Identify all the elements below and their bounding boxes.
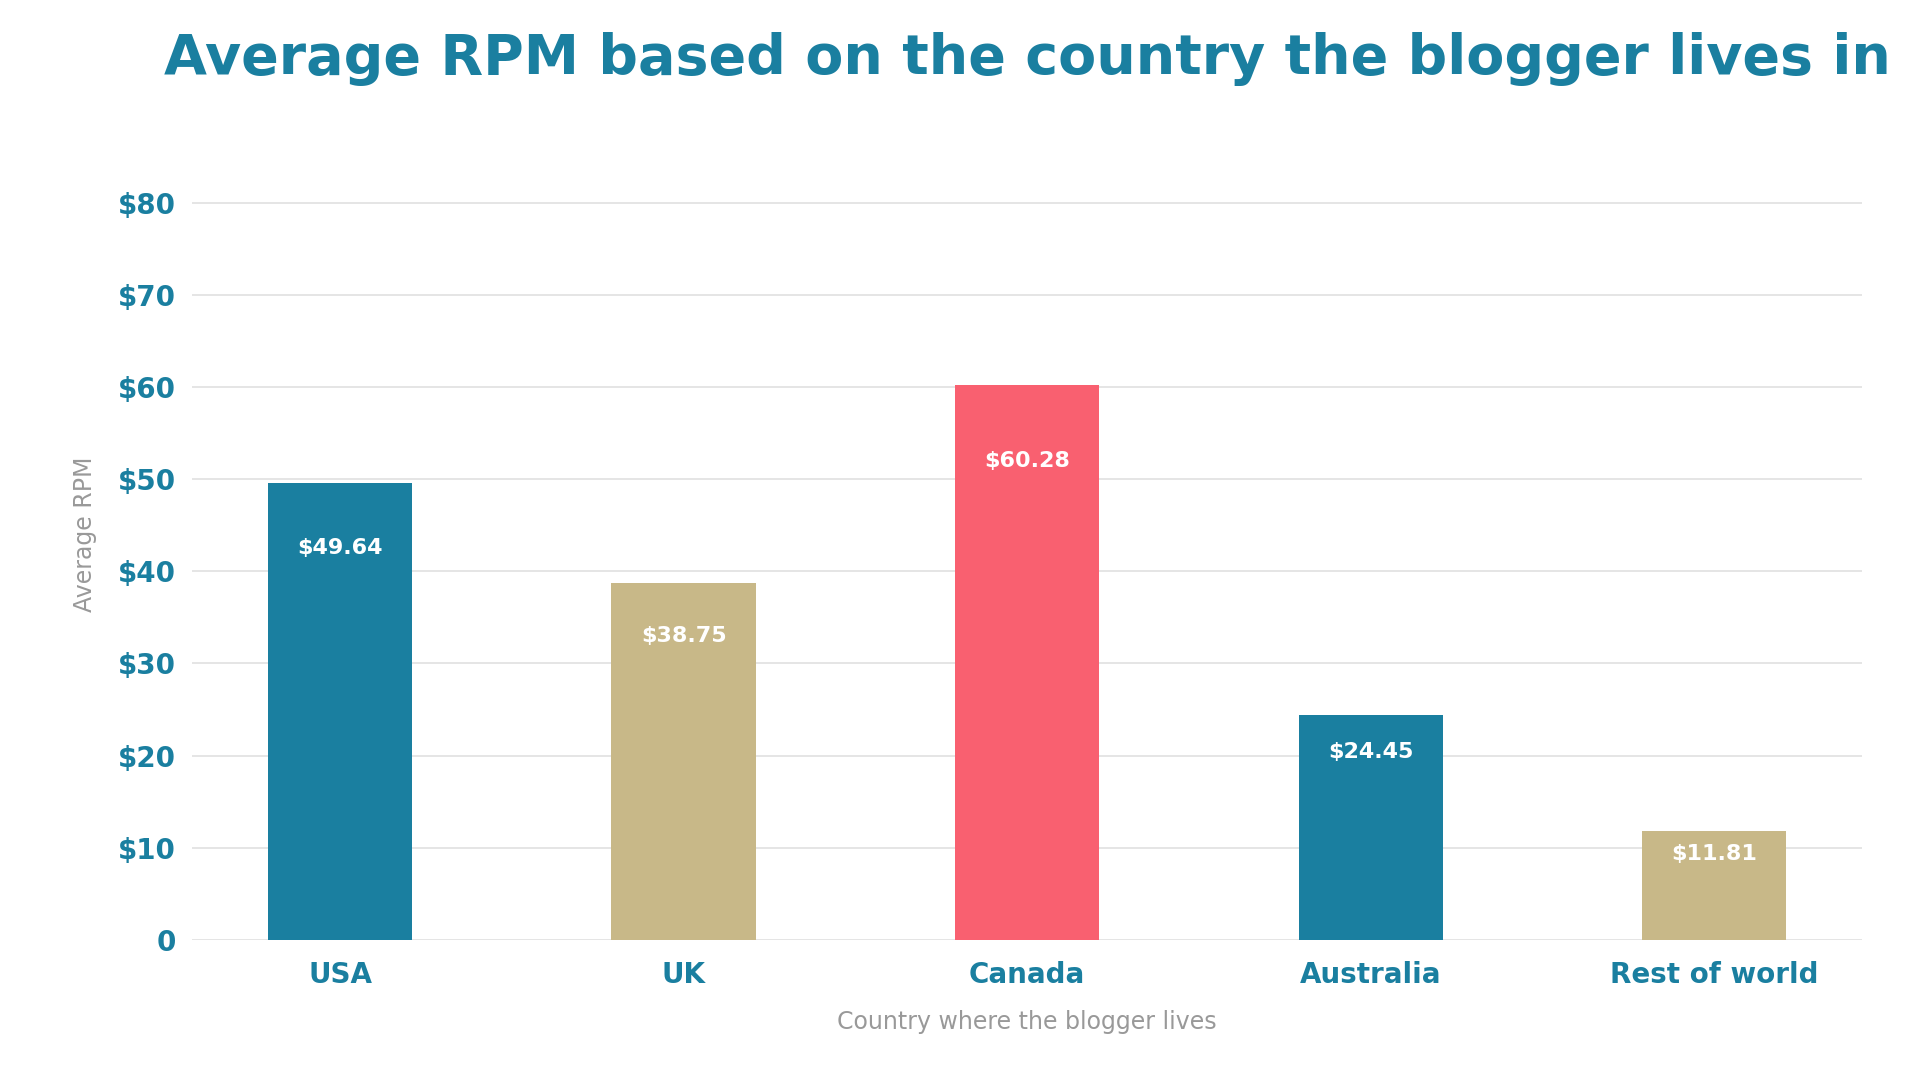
Bar (1298, 715, 1444, 940)
Text: $24.45: $24.45 (1329, 742, 1413, 761)
Y-axis label: Average RPM: Average RPM (73, 457, 98, 612)
Bar (1642, 831, 1786, 940)
Bar (954, 384, 1100, 940)
Text: $49.64: $49.64 (298, 538, 382, 557)
Text: $38.75: $38.75 (641, 625, 726, 646)
Bar (269, 483, 413, 940)
X-axis label: Country where the blogger lives: Country where the blogger lives (837, 1010, 1217, 1034)
Title: Average RPM based on the country the blogger lives in: Average RPM based on the country the blo… (163, 32, 1891, 86)
Text: $11.81: $11.81 (1672, 843, 1757, 864)
Bar (611, 583, 756, 940)
Text: $60.28: $60.28 (985, 451, 1069, 471)
